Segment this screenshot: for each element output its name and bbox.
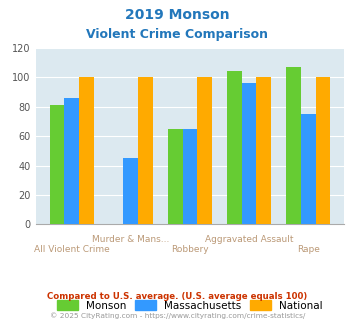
- Text: Rape: Rape: [297, 245, 320, 254]
- Text: © 2025 CityRating.com - https://www.cityrating.com/crime-statistics/: © 2025 CityRating.com - https://www.city…: [50, 312, 305, 318]
- Bar: [168, 129, 182, 224]
- Bar: [197, 77, 212, 224]
- Bar: [301, 114, 316, 224]
- Bar: [64, 98, 79, 224]
- Text: Robbery: Robbery: [171, 245, 209, 254]
- Bar: [138, 77, 153, 224]
- Bar: [124, 158, 138, 224]
- Bar: [286, 67, 301, 224]
- Text: Compared to U.S. average. (U.S. average equals 100): Compared to U.S. average. (U.S. average …: [47, 292, 308, 301]
- Bar: [227, 71, 242, 224]
- Text: Aggravated Assault: Aggravated Assault: [205, 235, 293, 244]
- Bar: [79, 77, 94, 224]
- Bar: [316, 77, 330, 224]
- Text: All Violent Crime: All Violent Crime: [34, 245, 110, 254]
- Text: Murder & Mans...: Murder & Mans...: [92, 235, 169, 244]
- Bar: [242, 83, 256, 224]
- Bar: [50, 105, 64, 224]
- Bar: [182, 129, 197, 224]
- Text: 2019 Monson: 2019 Monson: [125, 8, 230, 22]
- Legend: Monson, Massachusetts, National: Monson, Massachusetts, National: [54, 297, 326, 314]
- Bar: [256, 77, 271, 224]
- Text: Violent Crime Comparison: Violent Crime Comparison: [87, 28, 268, 41]
